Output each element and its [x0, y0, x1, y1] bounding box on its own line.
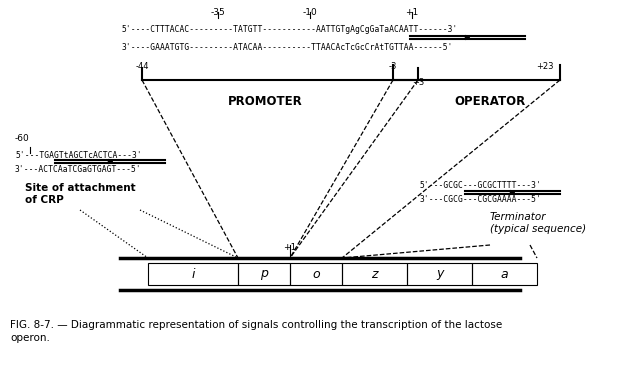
Text: -44: -44 [135, 62, 149, 71]
Text: OPERATOR: OPERATOR [454, 95, 525, 108]
Text: 3'---CGCG---CGCGAAAA---5': 3'---CGCG---CGCGAAAA---5' [420, 196, 542, 204]
Bar [290, 263, 342, 285]
Text: -60: -60 [15, 134, 30, 143]
Text: 3'----GAAATGTG---------ATACAA----------TTAACAcTcGcCrAtTGTTAA------5': 3'----GAAATGTG---------ATACAA----------T… [122, 43, 454, 53]
Text: 5'---TGAGTtAGCTcACTCA---3': 5'---TGAGTtAGCTcACTCA---3' [15, 150, 142, 160]
Text: 3'---ACTCAaTCGaGTGAGT---5': 3'---ACTCAaTCGaGTGAGT---5' [15, 165, 142, 174]
Text: -10: -10 [303, 8, 318, 17]
Text: 5'---GCGC---GCGCTTTT---3': 5'---GCGC---GCGCTTTT---3' [420, 181, 542, 189]
Bar [342, 263, 407, 285]
Text: z: z [371, 268, 378, 280]
Text: a: a [500, 268, 509, 280]
Text: o: o [312, 268, 320, 280]
Text: y: y [436, 268, 443, 280]
Bar [238, 263, 290, 285]
Text: +1: +1 [283, 243, 296, 252]
Text: PROMOTER: PROMOTER [228, 95, 303, 108]
Text: FIG. 8-7. — Diagrammatic representation of signals controlling the transcription: FIG. 8-7. — Diagrammatic representation … [10, 320, 502, 343]
Bar [472, 263, 537, 285]
Text: -35: -35 [211, 8, 225, 17]
Bar [407, 263, 472, 285]
Text: +1: +1 [406, 8, 419, 17]
Text: 5'----CTTTACAC---------TATGTT-----------AATTGTgAgCgGaTaACAATT------3': 5'----CTTTACAC---------TATGTT-----------… [122, 26, 459, 35]
Text: +3: +3 [412, 78, 424, 87]
Text: p: p [260, 268, 268, 280]
Text: +23: +23 [536, 62, 553, 71]
Text: i: i [191, 268, 195, 280]
Text: Terminator
(typical sequence): Terminator (typical sequence) [490, 212, 586, 234]
Bar [148, 263, 238, 285]
Text: Site of attachment
of CRP: Site of attachment of CRP [25, 183, 135, 205]
Text: -3: -3 [389, 62, 397, 71]
